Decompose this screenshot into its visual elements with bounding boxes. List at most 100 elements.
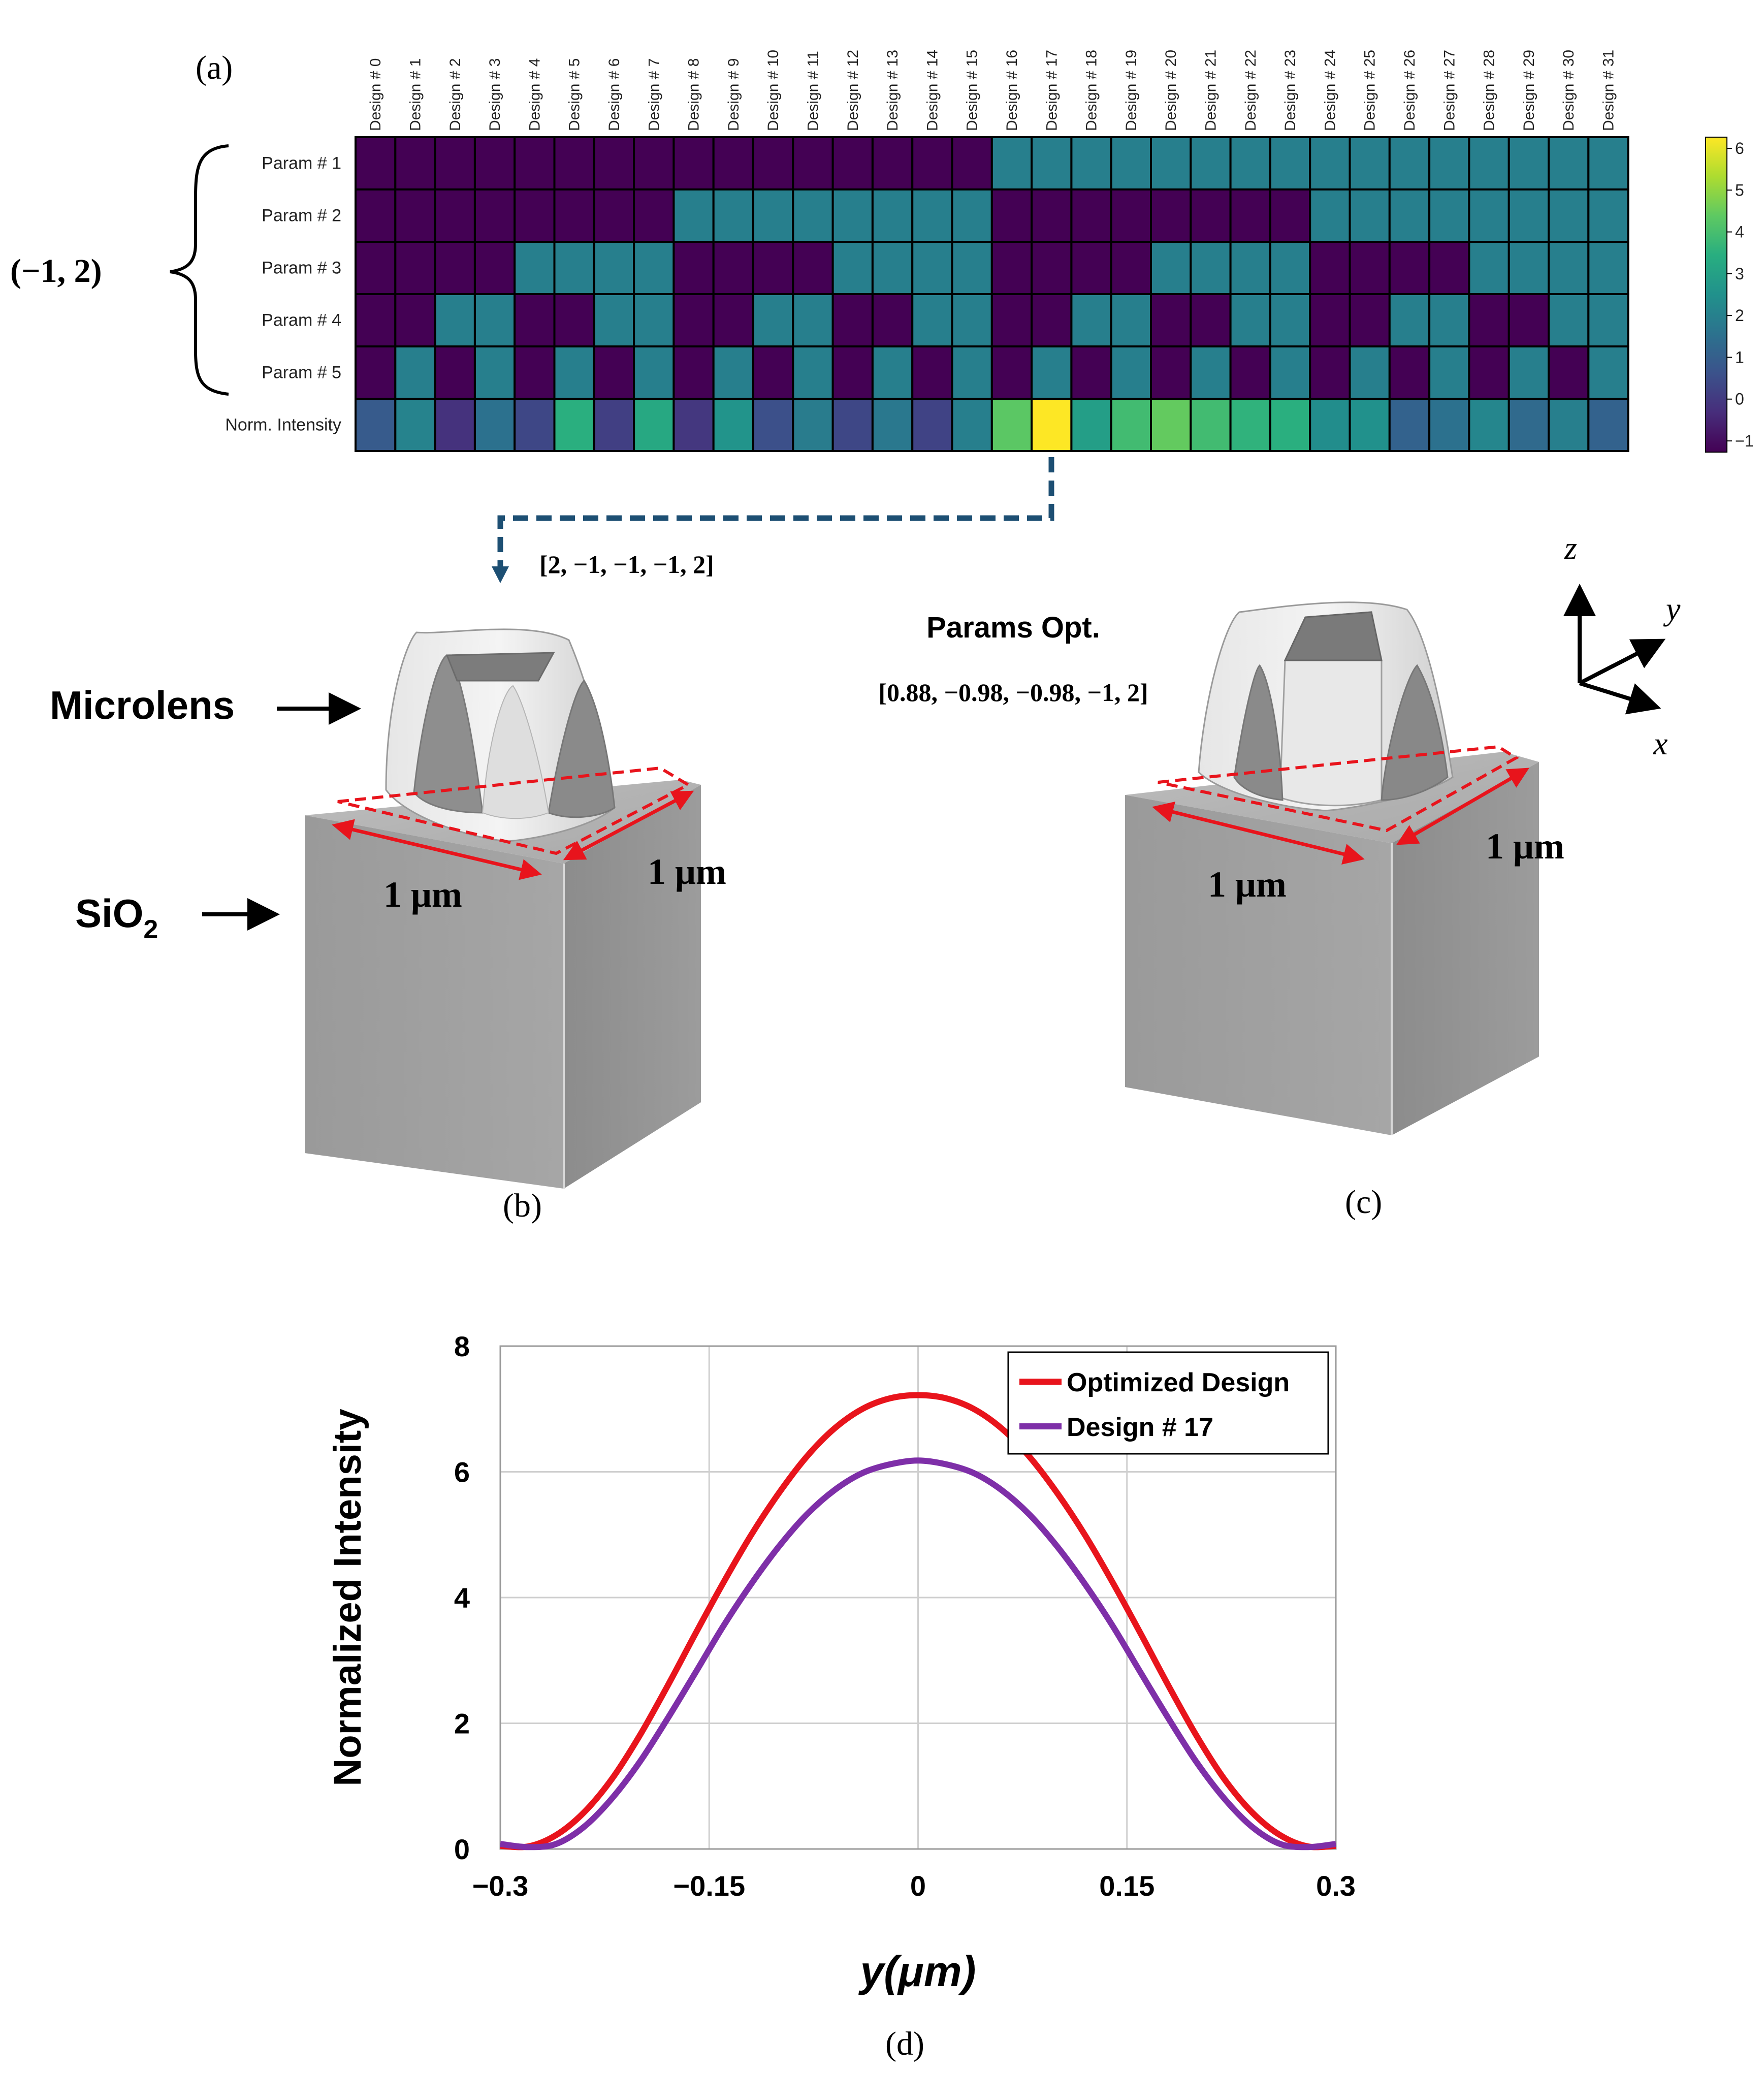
heatmap-cell [1428, 188, 1470, 243]
heatmap-cell [1388, 398, 1431, 452]
heatmap-cell [1190, 136, 1232, 190]
y-tick-label: 8 [454, 1330, 470, 1362]
heatmap-cell [1110, 293, 1152, 347]
heatmap-cell [1309, 188, 1351, 243]
heatmap-cell [951, 188, 993, 243]
heatmap-cell [434, 345, 476, 400]
heatmap-cell [1269, 293, 1311, 347]
heatmap-cell [951, 136, 993, 190]
axes-3d-indicator: z y x [1563, 530, 1681, 761]
heatmap-cell [553, 241, 595, 295]
heatmap-cell [1031, 293, 1073, 347]
heatmap-cell [1269, 136, 1311, 190]
heatmap-cell [593, 136, 635, 190]
heatmap-cell [792, 293, 834, 347]
heatmap-cell [1070, 398, 1112, 452]
cube-c-right-face [1392, 762, 1539, 1135]
heatmap-cell [633, 293, 675, 347]
heatmap-cell [990, 136, 1033, 190]
heatmap-cell [1070, 293, 1112, 347]
heatmap-cell [593, 345, 635, 400]
heatmap-row-label: Param # 2 [262, 206, 341, 226]
heatmap-cell [1229, 188, 1271, 243]
dimension-b-side-label: 1 μm [648, 851, 726, 892]
heatmap-cell [1110, 188, 1152, 243]
heatmap-cell [355, 188, 397, 243]
heatmap-cell [434, 136, 476, 190]
heatmap-cell [1110, 345, 1152, 400]
heatmap-cell [1428, 241, 1470, 295]
heatmap-cell [1548, 345, 1590, 400]
panel-label-c: (c) [1345, 1184, 1382, 1221]
heatmap-cell [1070, 188, 1112, 243]
heatmap-cell [1229, 241, 1271, 295]
heatmap-cell [1508, 398, 1550, 452]
heatmap-cell [1508, 188, 1550, 243]
heatmap-cell [1508, 345, 1550, 400]
heatmap-cell [1229, 398, 1271, 452]
heatmap-cell [593, 398, 635, 452]
heatmap-cell [1309, 293, 1351, 347]
heatmap-cell [633, 136, 675, 190]
heatmap-cell [672, 293, 715, 347]
heatmap-cell [672, 136, 715, 190]
line-chart: −0.3 −0.15 0 0.15 0.3 0 2 4 6 8 y(μm) Normalized In… [326, 1330, 1356, 1995]
colorbar-tick-label: 3 [1735, 265, 1744, 283]
heatmap-cell [1468, 188, 1510, 243]
heatmap-cell [355, 241, 397, 295]
heatmap-cell [831, 398, 874, 452]
heatmap-cell [871, 345, 914, 400]
dimension-c-side-label: 1 μm [1486, 826, 1564, 867]
heatmap-cell [1468, 136, 1510, 190]
heatmap-cell [672, 345, 715, 400]
heatmap-cell [593, 188, 635, 243]
heatmap-cell [473, 345, 516, 400]
legend-label: Optimized Design [1067, 1368, 1290, 1397]
legend [1007, 1351, 1329, 1455]
heatmap-cell [911, 293, 953, 347]
x-axis-label: y(μm) [858, 1948, 976, 1995]
curly-brace [170, 144, 229, 396]
heatmap-cell [1150, 241, 1192, 295]
heatmap-cell [1349, 188, 1391, 243]
heatmap-column-label: Design # 18 [1083, 50, 1100, 131]
heatmap-cell [1508, 293, 1550, 347]
heatmap-column-label: Design # 6 [606, 58, 623, 131]
heatmap-cell [553, 136, 595, 190]
heatmap-cell [1587, 345, 1629, 400]
heatmap-cell [1150, 136, 1192, 190]
heatmap-cell [633, 398, 675, 452]
microlens-c [1198, 601, 1454, 812]
heatmap-cell [1508, 241, 1550, 295]
heatmap-cell [1508, 136, 1550, 190]
heatmap-cell [1388, 136, 1431, 190]
heatmap-cell [871, 293, 914, 347]
heatmap-cell [752, 188, 794, 243]
heatmap-row-label: Param # 3 [262, 259, 341, 278]
y-tick-label: 0 [454, 1833, 470, 1865]
heatmap-column-label: Design # 11 [805, 51, 821, 131]
heatmap-cell [1309, 398, 1351, 452]
design17-connector [497, 457, 1054, 569]
heatmap-cell [394, 293, 436, 347]
heatmap-cell [911, 241, 953, 295]
heatmap-cell [1031, 241, 1073, 295]
heatmap-cell [1070, 136, 1112, 190]
heatmap-cell [1428, 345, 1470, 400]
heatmap-cell [911, 398, 953, 452]
heatmap-cell [1548, 188, 1590, 243]
heatmap-column-label: Design # 30 [1560, 50, 1577, 131]
heatmap-cell [672, 241, 715, 295]
sio2-label: SiO2 [75, 891, 158, 944]
heatmap-column-label: Design # 21 [1202, 50, 1219, 131]
heatmap-cell [1150, 345, 1192, 400]
connector-arrowhead [492, 566, 509, 583]
heatmap-cell [1229, 293, 1271, 347]
dimension-b-side [563, 790, 694, 860]
heatmap [355, 136, 1629, 452]
heatmap-cell [831, 241, 874, 295]
heatmap-cell [1229, 136, 1271, 190]
series-line-optimized-design [500, 1392, 1336, 1851]
x-tick-label: 0.15 [1099, 1870, 1154, 1902]
